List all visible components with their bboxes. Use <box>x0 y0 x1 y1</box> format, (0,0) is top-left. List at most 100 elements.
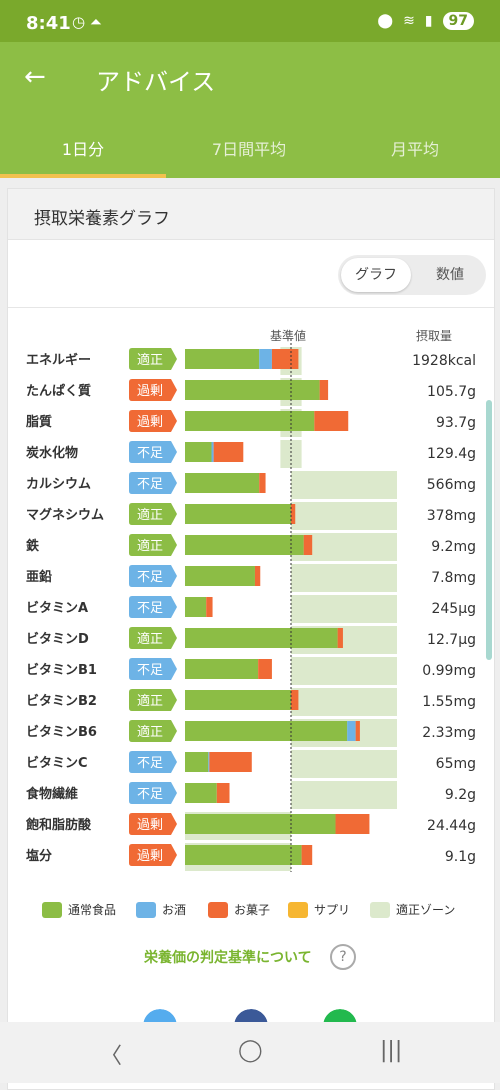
status-right: ⬤ ≋ ▮ 97 <box>377 12 474 30</box>
nav-recents-icon[interactable]: ||| <box>380 1038 403 1063</box>
intake-segment <box>335 814 370 834</box>
status-badge <box>129 410 177 432</box>
tab-seven-day-average[interactable]: 7日間平均 <box>211 140 287 159</box>
nutrient-row: 食物繊維 不足 9.2g <box>26 781 476 809</box>
nutrient-row: 飽和脂肪酸 過剰 24.44g <box>25 812 476 840</box>
status-badge-text: 不足 <box>137 570 163 585</box>
nutrient-row: ビタミンB6 適正 2.33mg <box>26 719 476 747</box>
intake-segment <box>259 473 266 493</box>
intake-segment <box>185 442 212 462</box>
intake-segment <box>271 349 299 369</box>
legend: 通常食品 お酒 お菓子 サプリ 適正ゾーン <box>8 901 494 921</box>
nutrient-label: 食物繊維 <box>26 786 78 802</box>
intake-value: 566mg <box>427 477 476 493</box>
intake-segment <box>185 535 304 555</box>
nutrient-row: たんぱく質 過剰 105.7g <box>26 378 476 406</box>
status-badge-text: 不足 <box>137 756 163 771</box>
status-bar: 8:41 ◷ ⏶ ⬤ ≋ ▮ 97 <box>0 0 500 42</box>
status-badge <box>129 658 177 680</box>
battery-badge: 97 <box>442 12 474 30</box>
status-badge-text: 適正 <box>137 724 163 740</box>
status-badge-text: 適正 <box>137 693 163 709</box>
status-badge <box>129 751 177 773</box>
tab-bar: 1日分 7日間平均 月平均 <box>0 118 500 178</box>
scrollbar[interactable] <box>486 400 492 660</box>
status-badge-text: 不足 <box>137 601 163 616</box>
status-badge-text: 過剰 <box>137 818 163 833</box>
nutrient-label: ビタミンA <box>26 600 88 616</box>
nutrient-row: 鉄 適正 9.2mg <box>26 533 476 561</box>
status-badge <box>129 441 177 463</box>
location-icon: ⬤ <box>377 13 394 29</box>
intake-segment <box>211 442 214 462</box>
status-badge-text: 不足 <box>137 446 163 461</box>
back-arrow-icon[interactable]: ← <box>24 62 46 92</box>
legend-label: 適正ゾーン <box>396 903 456 917</box>
help-icon[interactable]: ? <box>330 944 356 970</box>
active-tab-indicator <box>0 174 166 178</box>
intake-segment <box>185 628 338 648</box>
intake-segment <box>185 659 259 679</box>
nav-home-icon[interactable]: ◯ <box>238 1038 263 1063</box>
nutrient-row: 炭水化物 不足 129.4g <box>26 440 476 468</box>
intake-segment <box>291 504 296 524</box>
intake-segment <box>185 380 320 400</box>
intake-value: 9.2mg <box>431 539 476 555</box>
legend-swatch <box>288 901 308 918</box>
tab-one-day[interactable]: 1日分 <box>61 140 105 159</box>
nutrient-row: ビタミンC 不足 65mg <box>26 750 476 778</box>
intake-value: 9.2g <box>445 787 476 803</box>
view-toggle: グラフ 数値 <box>338 255 486 295</box>
intake-segment <box>209 752 252 772</box>
nutrient-row: 塩分 過剰 9.1g <box>26 843 476 871</box>
nutrient-label: ビタミンB1 <box>26 662 97 678</box>
intake-value: 12.7μg <box>427 632 476 648</box>
nutrient-label: 脂質 <box>25 414 52 430</box>
status-badge <box>129 844 177 866</box>
proper-zone-bar <box>291 657 397 685</box>
status-badge <box>129 627 177 649</box>
legend-label: サプリ <box>314 903 351 917</box>
nutrient-row: ビタミンB1 不足 0.99mg <box>26 657 476 685</box>
status-badge <box>129 689 177 711</box>
judgment-criteria-link[interactable]: 栄養価の判定基準について <box>144 950 312 966</box>
status-badge-text: 適正 <box>137 631 163 647</box>
nutrient-label: マグネシウム <box>26 507 104 523</box>
status-badge-text: 過剰 <box>137 415 163 430</box>
intake-header: 摂取量 <box>416 329 453 343</box>
nutrient-label: ビタミンB2 <box>26 693 97 709</box>
divider <box>8 307 494 308</box>
status-badge <box>129 813 177 835</box>
intake-value: 129.4g <box>427 446 476 462</box>
proper-zone-bar <box>291 750 397 778</box>
legend-item-proper-zone: 適正ゾーン <box>370 901 455 918</box>
intake-segment <box>258 659 272 679</box>
status-badge <box>129 596 177 618</box>
intake-segment <box>185 349 260 369</box>
legend-item-regular-food: 通常食品 <box>42 901 116 918</box>
intake-value: 1928kcal <box>412 353 476 369</box>
app-bar: ← アドバイス <box>0 42 500 118</box>
wifi-icon: ≋ <box>403 13 415 29</box>
intake-segment <box>291 690 299 710</box>
status-badge <box>129 379 177 401</box>
intake-segment <box>259 349 272 369</box>
nutrient-label: たんぱく質 <box>26 383 91 399</box>
nutrient-row: ビタミンB2 適正 1.55mg <box>26 688 476 716</box>
intake-segment <box>185 566 255 586</box>
nutrient-graph-card: 摂取栄養素グラフ グラフ 数値 基準値 摂取量 エネルギー 適正 1928kcal た… <box>7 188 495 1090</box>
intake-value: 65mg <box>436 756 476 772</box>
value-toggle-button[interactable]: 数値 <box>436 267 464 283</box>
graph-toggle-button[interactable]: グラフ <box>341 258 411 292</box>
intake-segment <box>355 721 360 741</box>
intake-segment <box>216 783 230 803</box>
nutrient-row: 脂質 過剰 93.7g <box>25 409 476 437</box>
status-badge-text: 適正 <box>137 538 163 554</box>
page-title: アドバイス <box>96 68 216 96</box>
legend-item-snacks: お菓子 <box>208 901 270 918</box>
nutrient-row: ビタミンD 適正 12.7μg <box>26 626 476 654</box>
tab-monthly-average[interactable]: 月平均 <box>390 140 439 159</box>
intake-value: 93.7g <box>436 415 476 431</box>
nav-back-icon[interactable]: 〈 <box>100 1044 123 1069</box>
